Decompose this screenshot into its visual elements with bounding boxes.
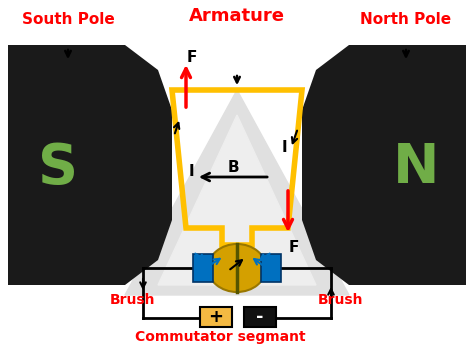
Text: Brush: Brush bbox=[318, 293, 364, 307]
Text: Armature: Armature bbox=[189, 7, 285, 25]
FancyBboxPatch shape bbox=[244, 307, 276, 327]
Text: Commutator segmant: Commutator segmant bbox=[135, 330, 305, 344]
Text: I: I bbox=[188, 164, 194, 180]
Polygon shape bbox=[302, 45, 466, 285]
Text: F: F bbox=[187, 49, 197, 64]
Text: F: F bbox=[289, 240, 299, 256]
Polygon shape bbox=[158, 115, 316, 285]
Text: North Pole: North Pole bbox=[360, 13, 452, 28]
Polygon shape bbox=[125, 90, 349, 295]
FancyBboxPatch shape bbox=[193, 254, 213, 282]
Text: +: + bbox=[209, 308, 224, 326]
FancyBboxPatch shape bbox=[200, 307, 232, 327]
Text: B: B bbox=[227, 161, 239, 175]
Text: South Pole: South Pole bbox=[22, 13, 114, 28]
Text: Brush: Brush bbox=[110, 293, 156, 307]
Ellipse shape bbox=[208, 244, 266, 292]
Text: S: S bbox=[38, 141, 78, 195]
Polygon shape bbox=[8, 45, 172, 285]
Text: -: - bbox=[256, 308, 264, 326]
FancyBboxPatch shape bbox=[261, 254, 281, 282]
Text: N: N bbox=[393, 141, 439, 195]
Text: I: I bbox=[281, 140, 287, 155]
